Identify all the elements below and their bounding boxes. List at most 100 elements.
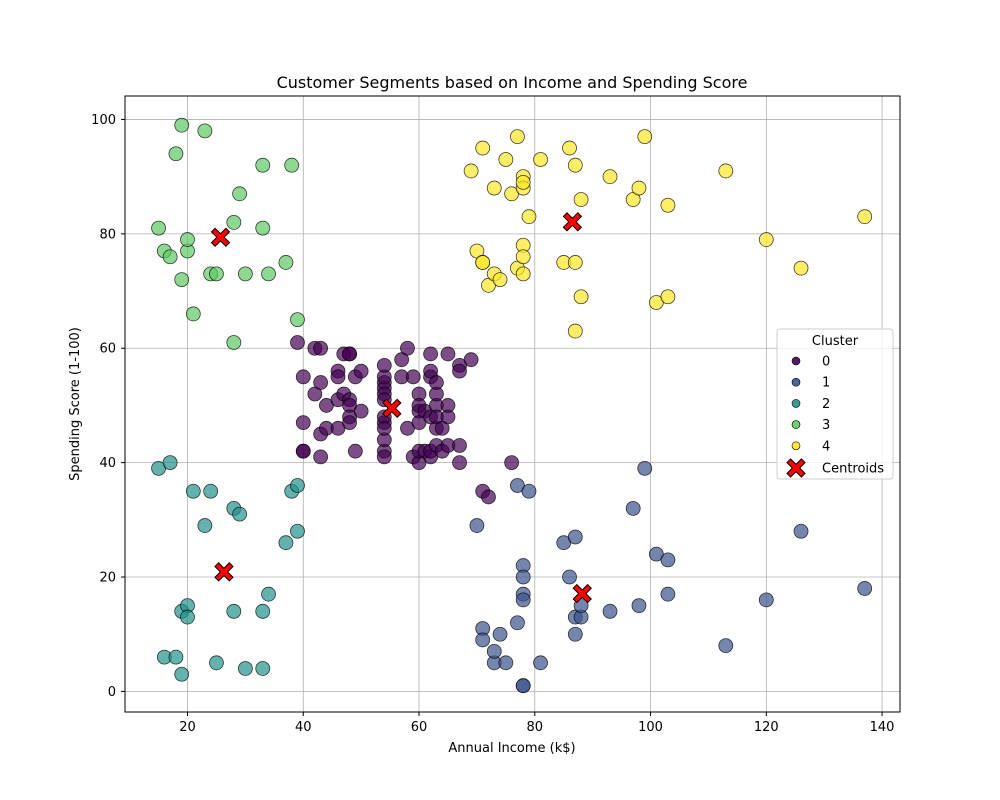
data-point-cluster-2 (174, 666, 190, 682)
x-tick-label: 140 (870, 720, 895, 735)
data-point-cluster-2 (203, 483, 219, 499)
data-point-cluster-0 (313, 449, 329, 465)
y-tick-label: 80 (99, 227, 116, 242)
data-point-cluster-3 (255, 220, 271, 236)
data-point-cluster-1 (567, 626, 583, 642)
centroid-marker (562, 212, 583, 232)
x-tick-label: 80 (527, 720, 544, 735)
data-point-cluster-0 (376, 420, 392, 436)
x-tick-label: 120 (754, 720, 779, 735)
data-point-cluster-0 (330, 369, 346, 385)
x-tick-label: 40 (295, 720, 312, 735)
y-tick-label: 20 (99, 571, 116, 586)
x-tick-label: 20 (179, 720, 196, 735)
data-point-cluster-1 (660, 552, 676, 568)
data-point-cluster-1 (521, 483, 537, 499)
data-point-cluster-2 (226, 603, 242, 619)
legend-marker (791, 377, 801, 387)
data-point-cluster-4 (567, 157, 583, 173)
data-point-cluster-0 (313, 340, 329, 356)
data-point-cluster-0 (342, 415, 357, 430)
data-point-cluster-0 (405, 369, 421, 385)
data-point-cluster-0 (440, 398, 456, 413)
data-point-cluster-2 (232, 506, 248, 522)
legend-label: 4 (822, 439, 830, 454)
data-point-cluster-4 (660, 289, 676, 305)
data-point-cluster-4 (498, 152, 514, 167)
x-axis-ticks: 20 40 60 80 100 120 140 (179, 712, 894, 735)
data-point-cluster-0 (295, 369, 311, 385)
data-point-cluster-4 (562, 140, 577, 156)
y-tick-label: 0 (108, 685, 116, 700)
x-tick-label: 60 (411, 720, 428, 735)
centroid-marker (210, 227, 231, 247)
data-point-cluster-0 (313, 375, 329, 390)
legend-label: 2 (822, 397, 830, 412)
data-point-cluster-1 (510, 615, 525, 631)
legend-label: 0 (822, 355, 830, 370)
legend-centroid-marker (786, 458, 806, 478)
y-tick-label: 40 (99, 456, 116, 471)
data-point-cluster-4 (463, 163, 479, 179)
data-point-cluster-0 (440, 346, 456, 362)
data-point-cluster-0 (342, 346, 357, 362)
data-point-cluster-0 (290, 335, 305, 350)
data-point-cluster-2 (290, 523, 305, 539)
data-point-cluster-0 (295, 443, 311, 459)
data-point-cluster-0 (353, 363, 369, 379)
data-point-cluster-4 (573, 192, 589, 207)
data-point-cluster-1 (475, 632, 491, 648)
data-point-cluster-0 (347, 443, 363, 459)
x-axis-label: Annual Income (k$) (448, 741, 575, 756)
data-point-cluster-3 (174, 272, 190, 287)
data-point-cluster-3 (237, 266, 253, 282)
data-point-cluster-4 (857, 209, 873, 225)
data-point-cluster-1 (793, 523, 809, 539)
data-point-cluster-2 (255, 661, 271, 676)
data-point-cluster-4 (475, 255, 491, 270)
data-point-cluster-1 (562, 569, 577, 585)
data-point-cluster-1 (857, 581, 873, 596)
data-point-cluster-1 (567, 529, 583, 545)
data-point-cluster-0 (452, 363, 467, 379)
data-point-cluster-2 (197, 518, 213, 533)
data-point-cluster-3 (168, 146, 184, 162)
data-point-cluster-4 (515, 174, 531, 190)
data-point-cluster-4 (515, 266, 531, 282)
data-point-cluster-0 (376, 449, 392, 465)
data-point-cluster-4 (637, 129, 653, 145)
legend-label: 1 (822, 376, 830, 391)
data-point-cluster-1 (492, 626, 508, 642)
data-point-cluster-0 (452, 455, 467, 471)
legend-marker (791, 356, 801, 366)
data-point-cluster-0 (504, 455, 520, 471)
data-point-cluster-4 (533, 152, 548, 167)
legend-marker (791, 399, 801, 408)
data-point-cluster-1 (602, 603, 618, 619)
data-point-cluster-1 (625, 500, 641, 516)
legend: Cluster 0 1 2 3 4 Centroids (776, 328, 894, 480)
data-point-cluster-1 (637, 460, 653, 476)
legend-box (776, 328, 894, 480)
data-point-cluster-1 (498, 655, 514, 671)
data-point-cluster-4 (486, 180, 502, 196)
data-point-cluster-0 (400, 340, 415, 356)
data-point-cluster-0 (376, 357, 392, 373)
data-point-cluster-3 (226, 215, 242, 230)
data-point-cluster-3 (185, 306, 201, 322)
data-point-cluster-3 (284, 157, 300, 173)
x-tick-label: 100 (638, 720, 663, 735)
centroid-marker (572, 583, 592, 604)
data-point-cluster-2 (261, 586, 276, 602)
data-point-cluster-1 (758, 592, 774, 608)
data-points (151, 117, 873, 694)
data-point-cluster-0 (428, 375, 444, 390)
data-point-cluster-2 (278, 535, 294, 551)
data-point-cluster-4 (718, 163, 734, 179)
data-point-cluster-4 (573, 289, 589, 305)
plot-frame (124, 95, 901, 713)
data-point-cluster-2 (185, 483, 201, 499)
data-point-cluster-2 (168, 649, 184, 665)
data-point-cluster-4 (510, 129, 525, 145)
data-point-cluster-0 (481, 489, 496, 505)
